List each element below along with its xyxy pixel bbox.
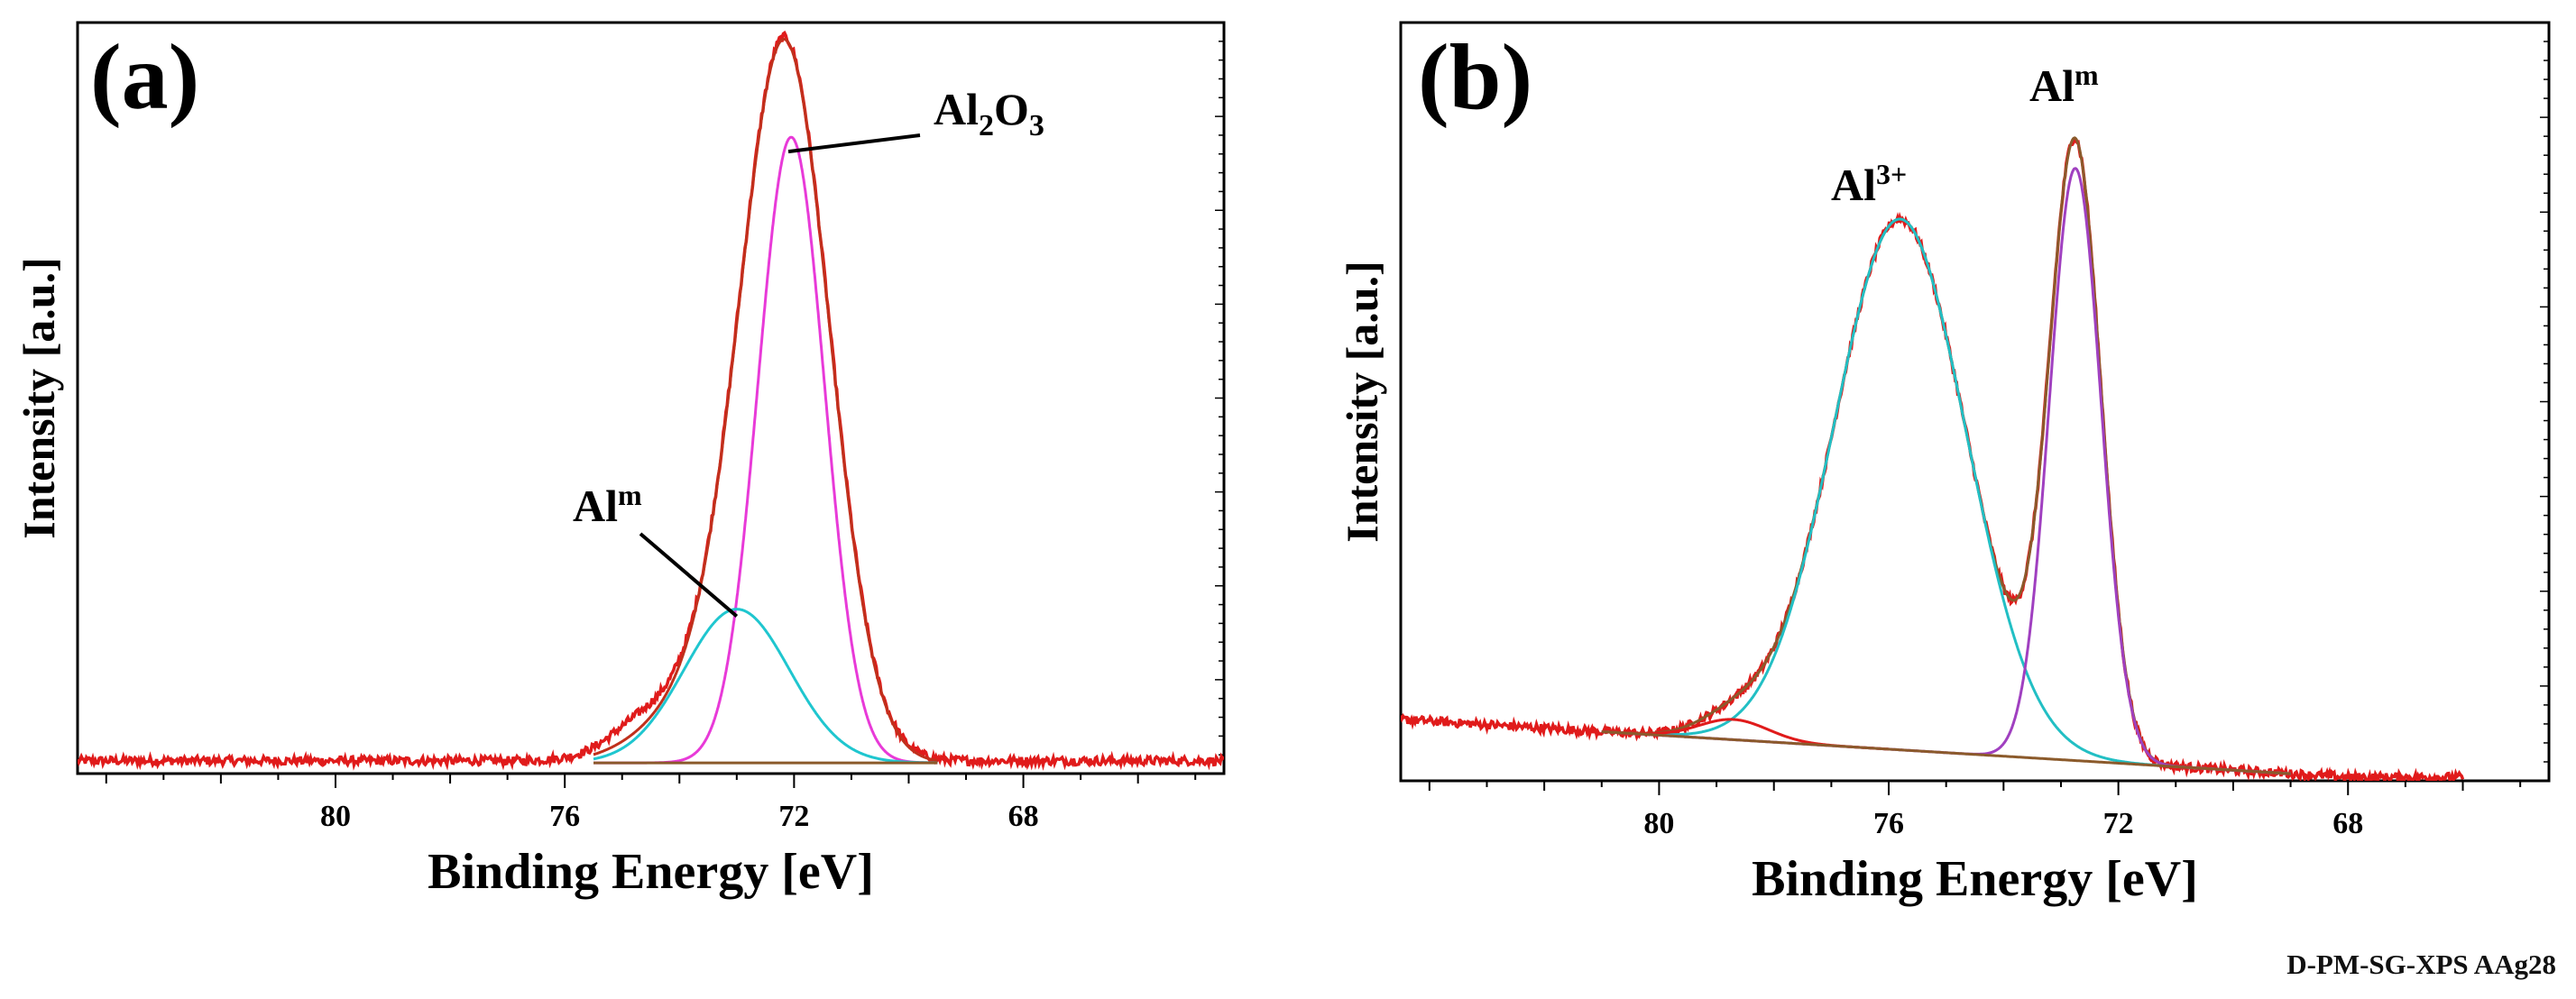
plot-frame bbox=[1399, 21, 2551, 783]
series-measured bbox=[1401, 138, 2465, 781]
series-envelope bbox=[1601, 136, 2291, 775]
panel-a: 80 76 72 68 Binding Energy [eV] Intensity [a.… bbox=[14, 21, 1226, 900]
figure-id-label: D-PM-SG-XPS AAg28 bbox=[2286, 949, 2556, 980]
y-axis-label: Intensity [a.u.] bbox=[1337, 261, 1387, 543]
peak-annotation: Alm bbox=[2029, 59, 2099, 111]
annotation-sup: 3+ bbox=[1876, 158, 1907, 190]
annotation-sub: 3 bbox=[1029, 109, 1044, 142]
panel-label: (a) bbox=[90, 25, 199, 129]
panel-label: (b) bbox=[1418, 25, 1532, 129]
series-al2o3 bbox=[593, 135, 938, 765]
series-al3- bbox=[1601, 217, 2291, 775]
series-al-metal bbox=[1601, 167, 2291, 775]
x-axis-label: Binding Energy [eV] bbox=[428, 844, 874, 900]
series-al-metal bbox=[593, 608, 938, 765]
x-tick-label: 72 bbox=[778, 800, 809, 833]
peak-annotation: Al2O3 bbox=[934, 84, 1044, 142]
x-tick-label: 76 bbox=[549, 800, 580, 833]
plot-frame bbox=[76, 21, 1226, 775]
annotation-base: Al bbox=[934, 84, 979, 134]
x-tick-label: 80 bbox=[1643, 807, 1674, 840]
annotation-mid: O bbox=[994, 84, 1029, 134]
annotation-base: Al bbox=[1831, 160, 1876, 210]
peak-annotation: Alm bbox=[573, 479, 642, 531]
annotation-base: Al bbox=[2029, 60, 2075, 111]
annotation-base: Al bbox=[573, 481, 618, 531]
x-tick-label: 68 bbox=[2332, 807, 2363, 840]
series-background bbox=[1601, 730, 2291, 775]
peak-annotation: Al3+ bbox=[1831, 158, 1907, 210]
x-tick-label: 76 bbox=[1873, 807, 1904, 840]
annotation-sub: 2 bbox=[979, 109, 994, 142]
y-axis-label: Intensity [a.u.] bbox=[14, 257, 64, 539]
annotation-sup: m bbox=[2075, 59, 2099, 91]
panel-b: 80 76 72 68 Binding Energy [eV] Intensity [a.… bbox=[1337, 21, 2551, 907]
x-tick-label: 72 bbox=[2103, 807, 2134, 840]
annotation-sup: m bbox=[618, 479, 642, 511]
series-envelope bbox=[593, 38, 938, 763]
annotation-leader-line bbox=[639, 532, 739, 619]
x-axis-label: Binding Energy [eV] bbox=[1752, 851, 2198, 907]
series-measured bbox=[78, 30, 1224, 772]
x-tick-label: 68 bbox=[1008, 800, 1039, 833]
annotation-leader-line bbox=[787, 133, 921, 154]
x-tick-label: 80 bbox=[320, 800, 351, 833]
